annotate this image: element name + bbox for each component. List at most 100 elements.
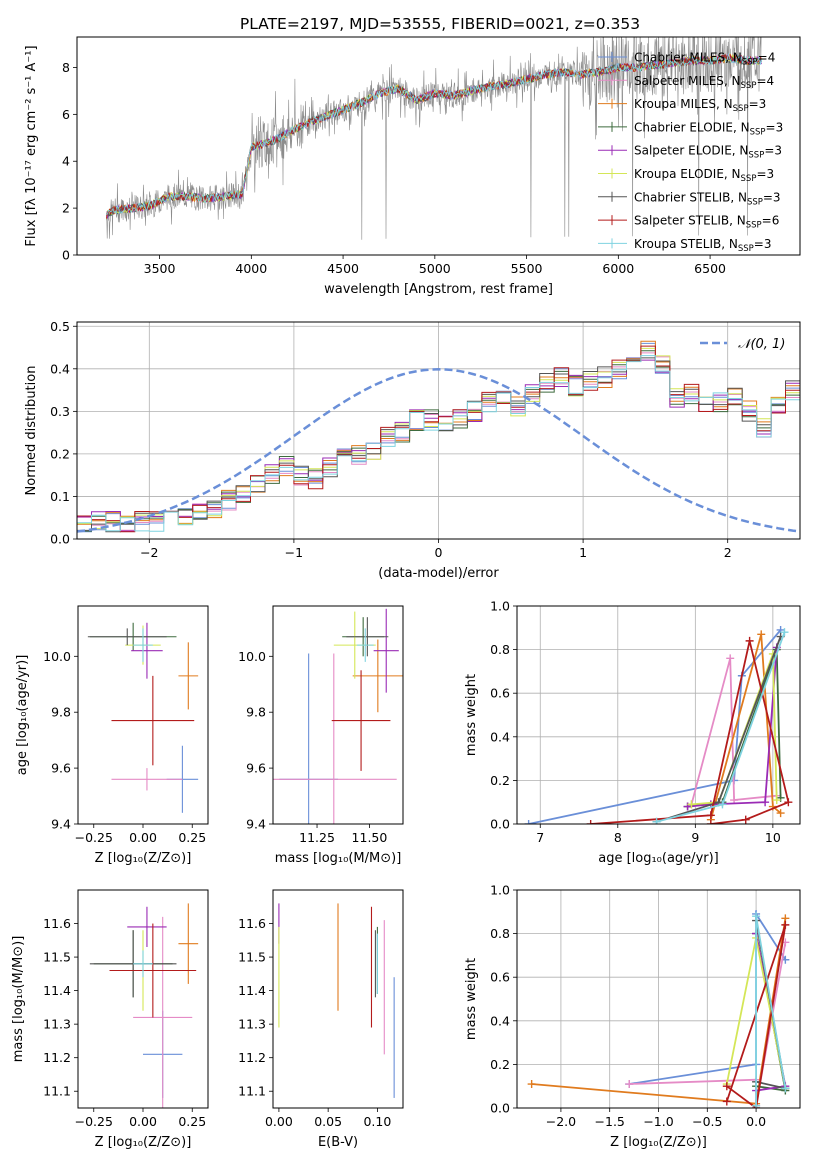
y-tick-label: 11.1 [43,1084,71,1099]
weight-marker [687,800,696,809]
x-tick-label: 6000 [602,261,634,276]
y-tick-label: 0.4 [50,361,70,376]
legend-label: Salpeter STELIB, NSSP=6 [634,214,779,231]
x-tick-label: 2 [724,545,732,560]
legend-label: Chabrier MILES, NSSP=4 [634,51,775,68]
x-tick-label: −0.25 [75,1114,113,1129]
y-tick-label: 2 [62,201,70,216]
spectrum-axes: 3500 4000 4500 5000 5500 6000 6500 0 2 4 6 8 wavelen… [24,45,726,297]
x-tick-label: −2.0 [546,1114,576,1129]
weight-marker [761,798,770,807]
legend-label: Salpeter MILES, NSSP=4 [634,74,774,91]
x-tick-label: 6500 [694,261,726,276]
y-axis-label: mass weight [464,674,479,756]
y-tick-label: 1.0 [490,599,510,614]
residual-histogram-1 [77,352,800,531]
error-bar-point [178,903,199,984]
mass-age-frame [272,605,404,825]
error-bar-point [111,768,183,791]
y-axis-label: Flux [fλ 10⁻¹⁷ erg cm⁻² s⁻¹ A⁻¹] [24,45,39,246]
error-bar-point [131,622,163,679]
x-tick-label: 9 [691,830,699,845]
legend-label: Kroupa STELIB, NSSP=3 [634,237,772,254]
y-tick-label: 9.6 [246,761,266,776]
y-tick-label: 10.0 [43,649,71,664]
residuals-axes: −2 −1 0 1 2 0.0 0.1 0.2 0.3 0.4 0.5 (data-model)/er… [24,319,800,581]
y-tick-label: 4 [62,154,70,169]
legend-label: Kroupa MILES, NSSP=3 [634,97,766,114]
x-tick-label: −1 [285,545,303,560]
figure-title: PLATE=2197, MJD=53555, FIBERID=0021, z=0… [240,15,640,33]
x-tick-label: 3500 [144,261,176,276]
weight-marker [776,809,785,818]
normal-reference-curve [77,368,800,533]
Z-age-frame [77,605,209,825]
weight-marker [752,912,761,921]
x-axis-label: age [log₁₀(age/yr)] [598,851,719,866]
error-bar-point [346,617,389,657]
x-tick-label: 0.25 [178,1114,206,1129]
weight-line-7 [590,640,790,824]
x-tick-label: −2 [140,545,158,560]
x-tick-label: −0.5 [692,1114,722,1129]
weight-marker [741,815,750,824]
Z-mass-axes: −0.25 0.00 0.25 11.1 11.2 11.3 11.4 11.5 11.6 Z [… [11,916,206,1150]
y-tick-label: 0.3 [50,404,70,419]
weight-line-1 [690,658,777,805]
weight-marker [722,1082,731,1091]
y-tick-label: 8 [62,60,70,75]
weight-marker [718,800,727,809]
y-tick-label: 11.6 [238,916,266,931]
weight-marker [625,1080,634,1089]
x-tick-label: 5500 [511,261,543,276]
weight-marker [722,1097,731,1106]
weight-age-frame [516,605,801,825]
y-tick-label: 11.4 [43,983,71,998]
y-tick-label: 9.8 [246,705,266,720]
x-tick-label: 4000 [235,261,267,276]
error-bar-point [109,923,197,1018]
model-spectrum-8 [106,52,762,215]
x-tick-label: 0.05 [314,1114,342,1129]
residuals-frame [76,321,801,540]
x-tick-label: 8 [614,830,622,845]
error-bar-point [127,906,167,948]
y-tick-label: 11.3 [238,1017,266,1032]
error-bar-point [133,628,153,662]
weight-Z-frame [516,889,801,1109]
y-tick-label: 1.0 [490,883,510,898]
y-tick-label: 0.4 [490,729,510,744]
y-tick-label: 0.0 [490,817,510,832]
residual-histogram-5 [77,347,800,530]
x-tick-label: 7 [536,830,544,845]
weight-marker [781,920,790,929]
legend-label: Salpeter ELODIE, NSSP=3 [634,144,782,161]
x-tick-label: 0.0 [746,1114,766,1129]
y-axis-label: mass [log₁₀(M/M⊙)] [11,936,26,1063]
y-tick-label: 0.0 [50,532,70,547]
y-tick-label: 6 [62,107,70,122]
x-axis-label: wavelength [Angstrom, rest frame] [324,282,553,297]
error-bar-point [111,675,195,766]
error-bar-point [178,642,199,710]
ebv-mass-frame [272,889,404,1109]
residual-histogram-0 [77,342,800,533]
x-axis-label: E(B-V) [318,1135,358,1150]
y-tick-label: 0.6 [490,686,510,701]
x-axis-label: mass [log₁₀(M/M⊙)] [275,851,402,866]
y-tick-label: 11.5 [43,950,71,965]
error-bar-point [87,628,167,646]
x-tick-label: 11.50 [352,830,388,845]
y-tick-label: 0.0 [490,1101,510,1116]
weight-line-4 [687,647,778,808]
x-tick-label: 0.25 [178,830,206,845]
ebv-mass-axes: 0.00 0.05 0.10 11.1 11.2 11.3 11.4 11.5 11.6 E(B-… [238,916,391,1150]
legend-label: Chabrier STELIB, NSSP=3 [634,190,781,207]
residual-histogram-4 [77,359,800,532]
y-tick-label: 0.8 [490,926,510,941]
residual-histogram-8 [77,355,800,532]
y-tick-label: 9.4 [246,817,266,832]
weight-marker [586,820,595,824]
weight-marker [524,820,533,824]
weight-line-2 [709,634,782,820]
